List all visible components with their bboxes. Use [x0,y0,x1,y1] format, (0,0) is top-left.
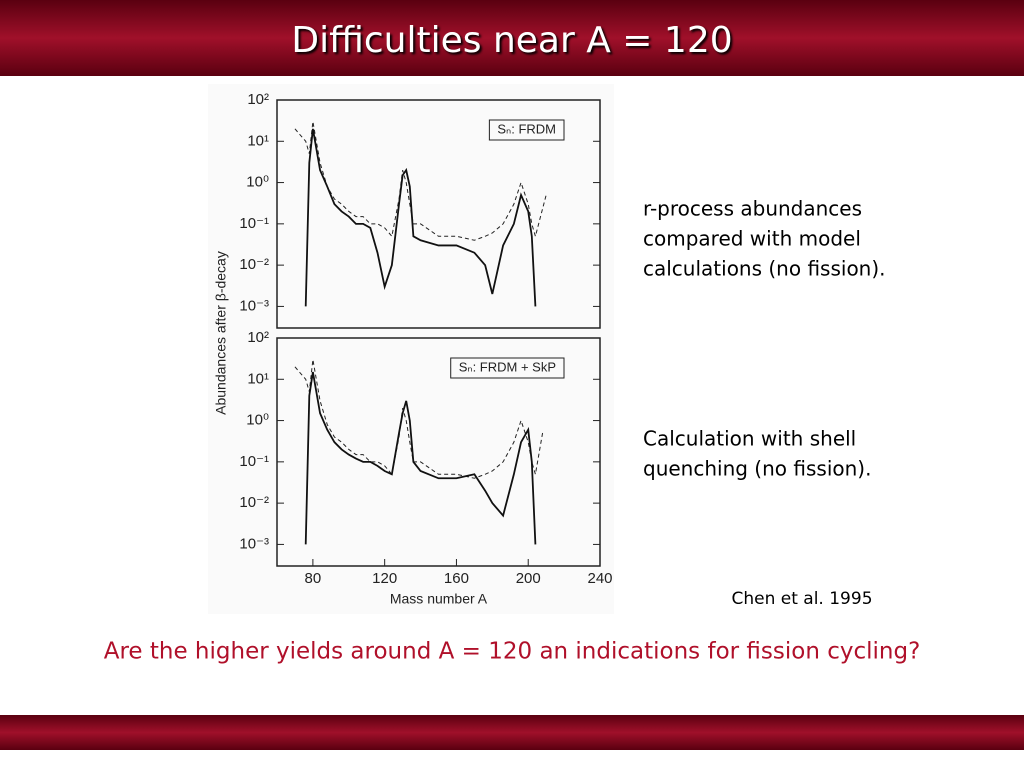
x-tick-label: 160 [444,570,469,587]
footer-band [0,715,1024,750]
figure: 10² 10¹ 10⁰ 10⁻¹ 10⁻² 10⁻³ Sₙ: FRDM Abundances … [213,91,613,607]
x-tick-label: 120 [372,570,397,587]
x-tick-label: 240 [587,570,612,587]
title: Difficulties near A = 120 [291,20,732,61]
y-tick-label: 10⁻¹ [239,453,269,470]
plot-frame [276,337,601,567]
y-tick-label: 10⁻² [239,256,269,273]
y-tick-label: 10² [247,329,269,346]
header-band [0,0,1024,76]
y-tick-label: 10⁻³ [239,535,269,552]
y-tick-label: 10⁰ [246,412,269,429]
note-line: calculations (no fission). [643,257,886,281]
y-tick-label: 10⁻² [239,494,269,511]
figure-bg [208,84,614,614]
data-line [304,371,537,545]
note-line: quenching (no fission). [643,457,871,481]
annotation: Sₙ: FRDM [497,121,556,136]
y-tick-label: 10² [247,91,269,108]
y-tick-label: 10⁰ [246,174,269,191]
data-line [304,128,537,307]
x-tick-label: 80 [305,570,322,587]
data-line [294,359,544,479]
y-tick-label: 10¹ [247,370,269,387]
note-line: r-process abundances [643,197,862,221]
annotation-box [488,119,565,141]
y-axis-label: Abundances after β-decay [213,251,229,415]
note-line: compared with model [643,227,861,251]
plot-frame [276,99,601,329]
y-tick-label: 10⁻¹ [239,215,269,232]
x-tick-label: 200 [516,570,541,587]
annotation-box [450,357,565,379]
note-line: Calculation with shell [643,427,856,451]
annotation: Sₙ: FRDM + SkP [459,359,556,374]
x-axis-label: Mass number A [390,591,488,607]
citation: Chen et al. 1995 [731,589,872,609]
y-tick-label: 10⁻³ [239,297,269,314]
y-tick-label: 10¹ [247,132,269,149]
notes: r-process abundances compared with model c… [643,197,886,481]
question: Are the higher yields around A = 120 an … [104,639,921,665]
